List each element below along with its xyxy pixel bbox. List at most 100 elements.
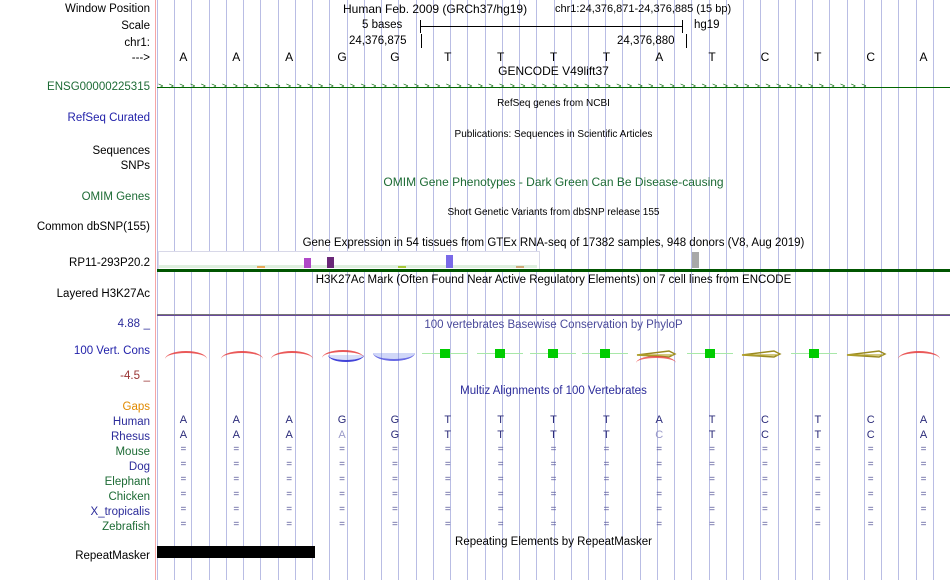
- conservation-min-value: -4.5: [120, 370, 140, 382]
- scale-bases-label: 5 bases: [362, 19, 403, 31]
- conservation-mark[interactable]: [269, 344, 315, 364]
- multiz-gap-mark: =: [867, 489, 874, 500]
- sidebar-item-layered-h3k27ac[interactable]: Layered H3K27Ac: [56, 288, 150, 300]
- conservation-red-arc: [221, 351, 263, 359]
- multiz-base-human: T: [444, 414, 452, 426]
- multiz-base-human: T: [708, 414, 716, 426]
- species-label-elephant[interactable]: Elephant: [104, 476, 150, 488]
- ruler-tick: [622, 562, 623, 580]
- ensg-strand-arrows[interactable]: >>>>>>>>>>>>>>>>>>>>>>>>>>>>>>>>>>>>>>>>…: [158, 81, 872, 91]
- gridline: [829, 0, 830, 580]
- conservation-mark[interactable]: [738, 344, 784, 364]
- conservation-mark[interactable]: [320, 344, 366, 364]
- species-label-mouse[interactable]: Mouse: [115, 446, 150, 458]
- track-title-refseq: RefSeq genes from NCBI: [497, 98, 610, 109]
- conservation-mark[interactable]: [219, 344, 265, 364]
- multiz-gap-mark: =: [709, 519, 716, 530]
- gridline: [450, 0, 451, 580]
- gridline: [588, 0, 589, 580]
- gridline: [398, 0, 399, 580]
- conservation-mark[interactable]: [422, 344, 468, 364]
- ruler-tick: [450, 562, 451, 580]
- species-label-x_tropicalis[interactable]: X_tropicalis: [90, 506, 150, 518]
- sidebar-item-vert-cons[interactable]: 100 Vert. Cons: [73, 345, 150, 357]
- sidebar-item-common-dbsnp[interactable]: Common dbSNP(155): [36, 221, 150, 233]
- species-label-dog[interactable]: Dog: [128, 461, 150, 473]
- multiz-gap-mark: =: [656, 519, 663, 530]
- multiz-gap-mark: =: [391, 459, 398, 470]
- gridline: [381, 0, 382, 580]
- multiz-gap-mark: =: [762, 444, 768, 455]
- species-label-human[interactable]: Human: [112, 416, 150, 428]
- sequence-base: A: [655, 50, 664, 64]
- conservation-red-arc: [636, 356, 676, 363]
- multiz-gap-mark: =: [339, 459, 345, 470]
- conservation-mark[interactable]: [633, 344, 679, 364]
- sidebar-item-sequences[interactable]: Sequences: [92, 145, 150, 157]
- conservation-mark[interactable]: [530, 344, 576, 364]
- sidebar-item-refseq-curated[interactable]: RefSeq Curated: [67, 112, 150, 124]
- gtex-bar: [398, 265, 407, 268]
- multiz-gap-mark: =: [497, 489, 504, 500]
- sidebar-item-omim-genes[interactable]: OMIM Genes: [81, 191, 150, 203]
- conservation-mark[interactable]: [582, 344, 628, 364]
- sidebar-item-repeatmasker[interactable]: RepeatMasker: [75, 550, 150, 562]
- sidebar-item-snps[interactable]: SNPs: [120, 160, 150, 172]
- scale-tick-right: [682, 20, 683, 33]
- sequence-base: A: [919, 50, 928, 64]
- gridline: [640, 0, 641, 580]
- conservation-max-tick: _: [143, 318, 150, 330]
- multiz-base-rhesus: T: [497, 429, 504, 441]
- conservation-mark[interactable]: [843, 344, 889, 364]
- multiz-base-human: T: [550, 414, 557, 426]
- species-label-rhesus[interactable]: Rhesus: [111, 431, 150, 443]
- ruler-tick: [174, 562, 175, 580]
- multiz-gap-mark: =: [286, 459, 293, 470]
- repeatmasker-bar[interactable]: [157, 546, 315, 558]
- sidebar-item-gaps[interactable]: Gaps: [122, 401, 151, 413]
- multiz-base-human: C: [866, 414, 875, 426]
- multiz-base-human: A: [655, 414, 663, 426]
- assembly-short-label: hg19: [694, 19, 720, 31]
- conservation-mark[interactable]: [163, 344, 209, 364]
- sidebar-item-rp11[interactable]: RP11-293P20.2: [69, 257, 150, 269]
- gridline: [536, 0, 537, 580]
- conservation-mark[interactable]: [477, 344, 523, 364]
- conservation-mark[interactable]: [791, 344, 837, 364]
- multiz-gap-mark: =: [656, 489, 663, 500]
- gtex-bar-panel[interactable]: [158, 251, 540, 271]
- sidebar-item-ensg[interactable]: ENSG00000225315: [47, 81, 150, 93]
- gridline: [364, 0, 365, 580]
- sequence-base: A: [232, 50, 241, 64]
- track-data-region: Human Feb. 2009 (GRCh37/hg19) chr1:24,37…: [157, 0, 950, 580]
- multiz-base-rhesus: C: [760, 429, 769, 441]
- conservation-mark[interactable]: [896, 344, 942, 364]
- multiz-gap-mark: =: [814, 519, 821, 530]
- multiz-gap-mark: =: [656, 504, 663, 515]
- ruler-tick: [709, 562, 710, 580]
- rp11-gene-bar[interactable]: [157, 269, 950, 272]
- ruler-tick: [812, 562, 813, 580]
- multiz-gap-mark: =: [814, 459, 821, 470]
- multiz-gap-mark: =: [550, 504, 557, 515]
- multiz-gap-mark: =: [180, 504, 187, 515]
- conservation-red-arc: [271, 351, 313, 359]
- ruler-tick: [691, 562, 692, 580]
- multiz-gap-mark: =: [550, 474, 557, 485]
- ruler-tick: [243, 562, 244, 580]
- gridline: [433, 0, 434, 580]
- gridline: [933, 0, 934, 580]
- ruler-tick: [674, 562, 675, 580]
- conservation-mark[interactable]: [371, 344, 417, 364]
- gridline: [898, 0, 899, 580]
- gridline: [847, 0, 848, 580]
- multiz-gap-mark: =: [233, 519, 240, 530]
- species-label-chicken[interactable]: Chicken: [108, 491, 150, 503]
- conservation-mark[interactable]: [687, 344, 733, 364]
- conservation-green-block: [600, 349, 610, 358]
- conservation-blue-arc: [328, 355, 364, 362]
- ruler-tick: [778, 562, 779, 580]
- gridline: [347, 0, 348, 580]
- species-label-zebrafish[interactable]: Zebrafish: [102, 521, 150, 533]
- ruler-tick: [571, 562, 572, 580]
